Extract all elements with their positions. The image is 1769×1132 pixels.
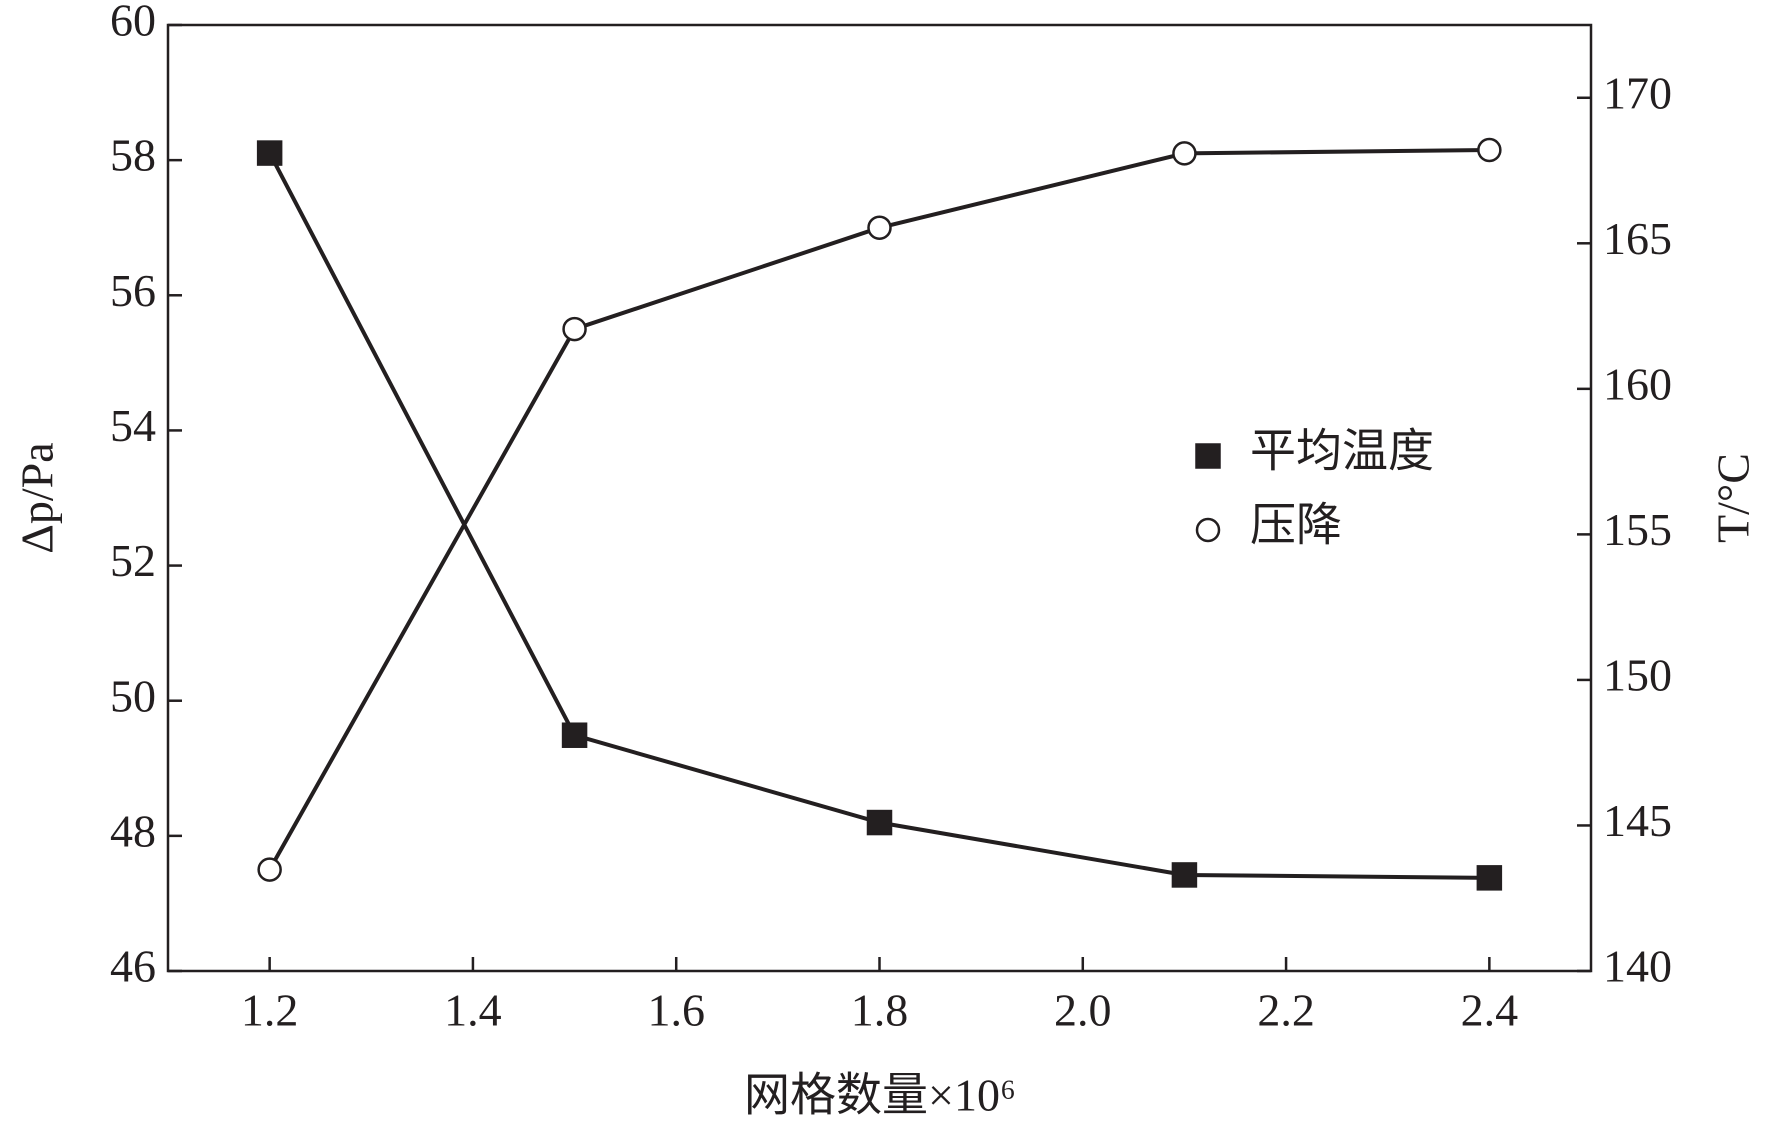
y2-tick-label: 150 bbox=[1603, 649, 1672, 700]
y-tick-label: 60 bbox=[110, 0, 156, 46]
legend-marker bbox=[1195, 517, 1221, 543]
y-tick-label: 54 bbox=[110, 400, 156, 451]
y2-tick-label: 165 bbox=[1603, 213, 1672, 264]
y-tick-label: 52 bbox=[110, 535, 156, 586]
data-point bbox=[867, 215, 892, 240]
x-tick-label: 2.4 bbox=[1461, 985, 1519, 1036]
data-point bbox=[1476, 865, 1503, 891]
y2-tick-label: 140 bbox=[1603, 941, 1672, 992]
y-axis-label: Δp/Pa bbox=[12, 442, 63, 553]
y2-axis-label: T/°C bbox=[1708, 453, 1759, 543]
y-tick-label: 58 bbox=[110, 130, 156, 181]
data-point bbox=[1171, 862, 1198, 888]
y2-tick-label: 155 bbox=[1603, 504, 1672, 555]
legend-label: 压降 bbox=[1250, 500, 1342, 551]
x-axis-label: 网格数量×10⁶ bbox=[744, 1070, 1016, 1121]
y-tick-label: 56 bbox=[110, 265, 156, 316]
y-tick-label: 50 bbox=[110, 670, 156, 721]
y2-tick-label: 170 bbox=[1603, 67, 1672, 118]
y2-tick-label: 145 bbox=[1603, 795, 1672, 846]
legend-label: 平均温度 bbox=[1250, 426, 1434, 477]
data-point bbox=[1172, 141, 1197, 166]
x-tick-label: 1.4 bbox=[444, 985, 502, 1036]
data-point bbox=[562, 316, 587, 342]
data-point bbox=[256, 140, 283, 166]
y-tick-label: 48 bbox=[110, 805, 156, 856]
x-tick-label: 1.2 bbox=[241, 985, 299, 1036]
y2-tick-label: 160 bbox=[1603, 358, 1672, 409]
data-point bbox=[866, 809, 893, 836]
data-point bbox=[1477, 137, 1502, 163]
legend-marker bbox=[1195, 443, 1221, 469]
x-tick-label: 1.6 bbox=[647, 985, 705, 1036]
data-point bbox=[257, 857, 282, 882]
x-tick-label: 1.8 bbox=[851, 985, 909, 1036]
x-tick-label: 2.2 bbox=[1257, 985, 1315, 1036]
data-point bbox=[561, 722, 588, 748]
y-tick-label: 46 bbox=[110, 941, 156, 992]
x-tick-label: 2.0 bbox=[1054, 985, 1112, 1036]
